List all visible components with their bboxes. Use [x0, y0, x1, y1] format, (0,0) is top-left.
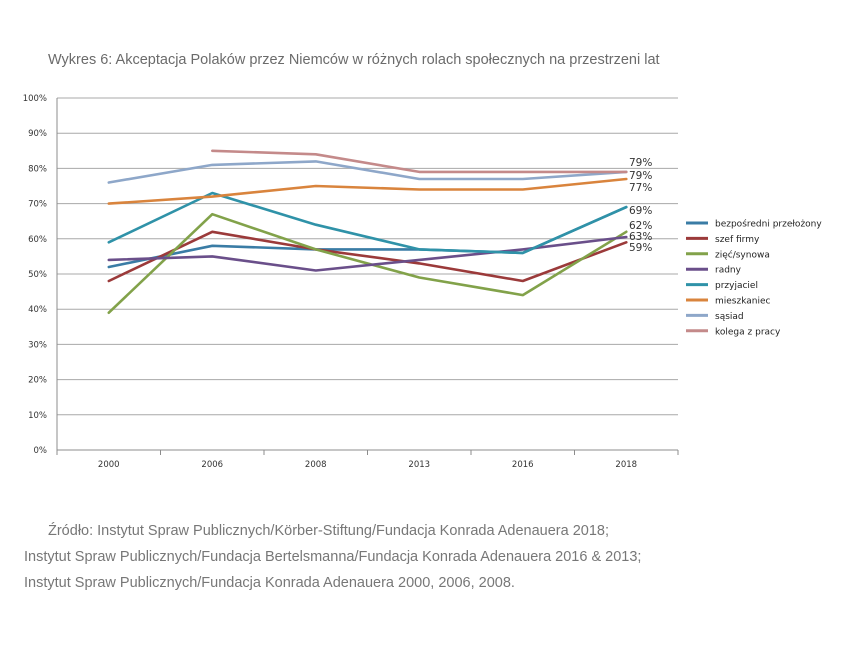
end-value-label: 79% [629, 157, 652, 169]
y-tick-label: 60% [28, 235, 47, 245]
x-tick-label: 2013 [408, 460, 430, 470]
end-value-label: 79% [629, 170, 652, 182]
chart-title: Wykres 6: Akceptacja Polaków przez Niemc… [48, 52, 660, 68]
y-tick-label: 50% [28, 270, 47, 280]
legend-label: bezpośredni przełożony [715, 219, 822, 230]
x-tick-label: 2018 [615, 460, 637, 470]
source-line: Instytut Spraw Publicznych/Fundacja Bert… [24, 549, 642, 565]
end-value-label: 69% [629, 205, 652, 217]
end-value-label: 63% [629, 231, 652, 243]
legend-label: radny [715, 266, 742, 276]
source-line: Źródło: Instytut Spraw Publicznych/Körbe… [48, 523, 609, 539]
series-line [107, 212, 628, 314]
legend-label: zięć/synowa [715, 249, 770, 260]
series-line [107, 230, 628, 283]
end-value-label: 59% [629, 242, 652, 254]
x-tick-label: 2016 [512, 460, 534, 470]
legend-label: sąsiad [715, 312, 744, 322]
legend-label: szef firmy [715, 235, 760, 245]
series-line [211, 149, 628, 174]
y-tick-label: 70% [28, 200, 47, 210]
x-tick-label: 2008 [305, 460, 327, 470]
x-tick-label: 2000 [98, 460, 120, 470]
series-line [107, 177, 628, 205]
y-tick-label: 90% [28, 129, 47, 139]
y-tick-label: 80% [28, 164, 47, 174]
series-line [107, 160, 628, 184]
y-tick-label: 30% [28, 340, 47, 350]
end-value-label: 77% [629, 182, 652, 194]
y-tick-label: 0% [34, 446, 48, 456]
y-tick-label: 40% [28, 305, 47, 315]
legend-label: kolega z pracy [715, 327, 781, 337]
legend-label: mieszkaniec [715, 297, 771, 307]
series-line [107, 191, 628, 255]
y-tick-label: 100% [23, 94, 47, 104]
legend-label: przyjaciel [715, 281, 758, 291]
end-value-label: 62% [629, 220, 652, 232]
y-tick-label: 10% [28, 411, 47, 421]
y-tick-label: 20% [28, 376, 47, 386]
source-note: Źródło: Instytut Spraw Publicznych/Körbe… [24, 518, 824, 596]
x-tick-label: 2006 [201, 460, 223, 470]
source-line: Instytut Spraw Publicznych/Fundacja Konr… [24, 575, 515, 591]
series-line [107, 235, 628, 272]
